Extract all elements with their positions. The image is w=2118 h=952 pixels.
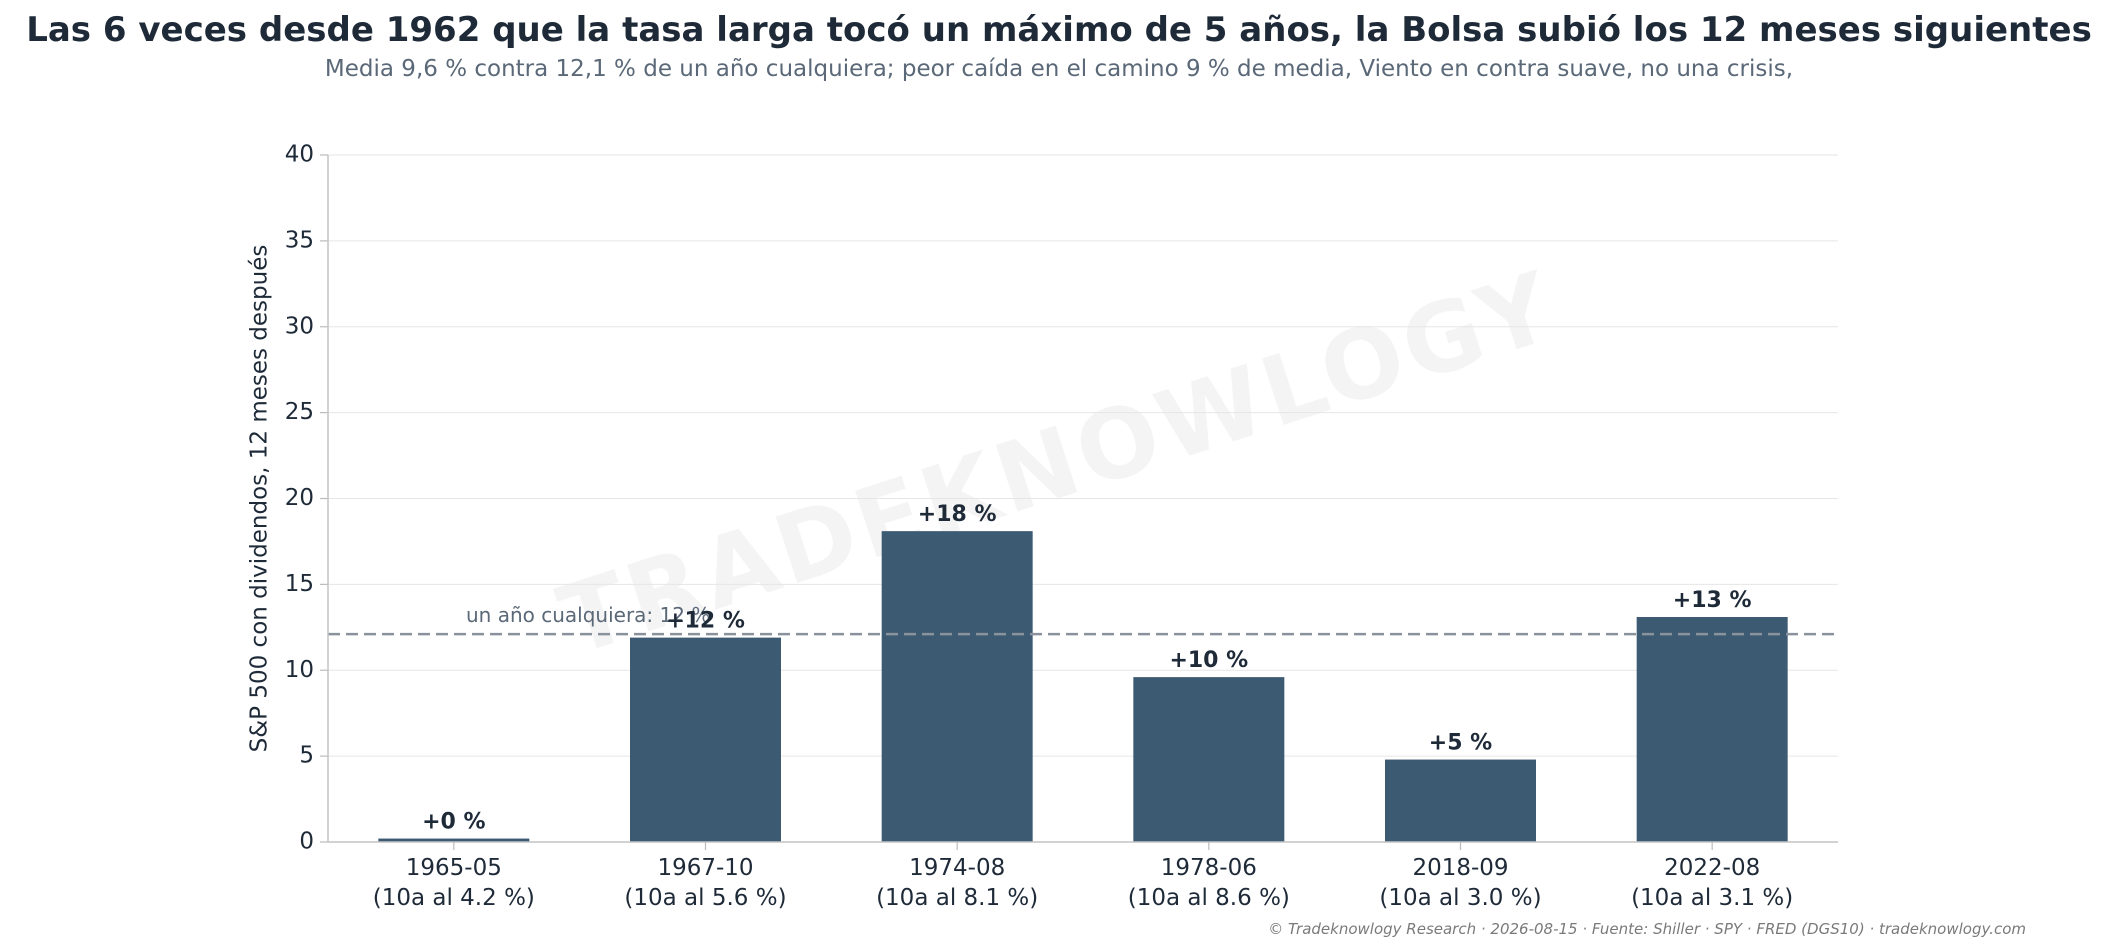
y-tick-label: 40 [285, 142, 314, 168]
chart-title: Las 6 veces desde 1962 que la tasa larga… [26, 10, 2092, 50]
bar-2018-09 [1385, 759, 1536, 842]
source-footer: © Tradeknowlogy Research · 2026-08-15 · … [1268, 920, 2026, 938]
data-label: +13 % [1673, 588, 1752, 613]
x-tick-sublabel: (10a al 4.2 %) [373, 885, 535, 911]
y-tick-label: 20 [285, 485, 314, 511]
x-tick-label: 1967-10 [657, 855, 753, 881]
bar-1978-06 [1133, 677, 1285, 842]
y-tick-label: 0 [299, 829, 314, 855]
y-tick-label: 15 [285, 571, 314, 597]
data-label: +5 % [1429, 731, 1492, 756]
x-tick-label: 2022-08 [1664, 855, 1760, 881]
data-label: +10 % [1169, 648, 1248, 673]
reference-line-label: un año cualquiera: 12 % [466, 603, 710, 627]
bar-1974-08 [881, 531, 1033, 842]
x-tick-sublabel: (10a al 3.1 %) [1631, 885, 1793, 911]
y-tick-label: 35 [285, 227, 314, 253]
x-tick-label: 2018-09 [1412, 855, 1508, 881]
y-tick-label: 10 [285, 657, 314, 683]
bar-1965-05 [378, 838, 530, 842]
x-tick-label: 1965-05 [406, 855, 502, 881]
chart-subtitle: Media 9,6 % contra 12,1 % de un año cual… [324, 56, 1794, 82]
bar-2022-08 [1636, 617, 1788, 842]
x-tick-sublabel: (10a al 8.1 %) [876, 885, 1038, 911]
x-tick-sublabel: (10a al 3.0 %) [1379, 885, 1541, 911]
data-label: +12 % [666, 609, 745, 634]
data-label: +0 % [422, 810, 485, 835]
y-tick-label: 30 [285, 313, 314, 339]
x-tick-sublabel: (10a al 5.6 %) [624, 885, 786, 911]
x-tick-label: 1974-08 [909, 855, 1005, 881]
bar-1967-10 [630, 637, 781, 842]
x-tick-sublabel: (10a al 8.6 %) [1128, 885, 1290, 911]
y-axis-label: S&P 500 con dividendos, 12 meses después [247, 245, 273, 753]
x-tick-label: 1978-06 [1161, 855, 1257, 881]
data-label: +18 % [918, 502, 997, 527]
y-tick-label: 5 [299, 743, 314, 769]
y-tick-label: 25 [285, 399, 314, 425]
